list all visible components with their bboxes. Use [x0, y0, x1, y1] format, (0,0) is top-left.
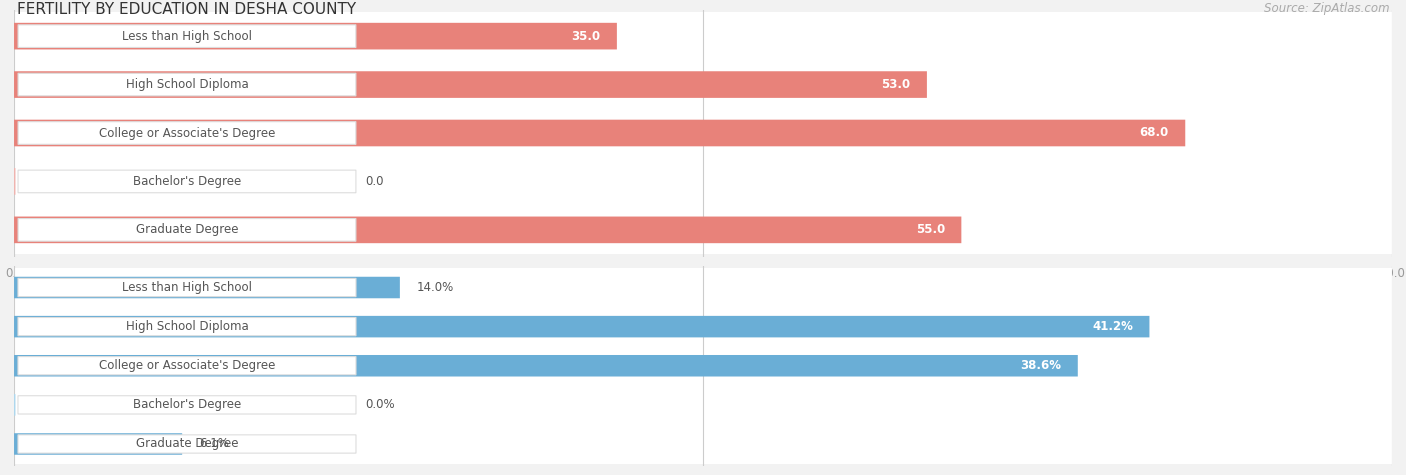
Text: Graduate Degree: Graduate Degree: [136, 223, 238, 237]
Text: 14.0%: 14.0%: [416, 281, 454, 294]
Text: Less than High School: Less than High School: [122, 29, 252, 43]
FancyBboxPatch shape: [14, 355, 1078, 377]
Text: 68.0: 68.0: [1139, 126, 1168, 140]
Text: FERTILITY BY EDUCATION IN DESHA COUNTY: FERTILITY BY EDUCATION IN DESHA COUNTY: [17, 2, 356, 18]
Text: Source: ZipAtlas.com: Source: ZipAtlas.com: [1264, 2, 1389, 15]
Text: Bachelor's Degree: Bachelor's Degree: [132, 175, 240, 188]
FancyBboxPatch shape: [14, 109, 1392, 157]
FancyBboxPatch shape: [14, 12, 1392, 60]
Text: 0.0%: 0.0%: [366, 399, 395, 411]
FancyBboxPatch shape: [18, 170, 356, 193]
FancyBboxPatch shape: [14, 206, 1392, 254]
Text: High School Diploma: High School Diploma: [125, 320, 249, 333]
FancyBboxPatch shape: [14, 268, 1392, 307]
FancyBboxPatch shape: [14, 277, 399, 298]
Text: College or Associate's Degree: College or Associate's Degree: [98, 359, 276, 372]
Text: 6.1%: 6.1%: [198, 437, 229, 450]
FancyBboxPatch shape: [14, 23, 617, 49]
FancyBboxPatch shape: [18, 357, 356, 375]
Text: 53.0: 53.0: [882, 78, 910, 91]
FancyBboxPatch shape: [14, 307, 1392, 346]
FancyBboxPatch shape: [18, 73, 356, 96]
FancyBboxPatch shape: [18, 278, 356, 297]
FancyBboxPatch shape: [14, 346, 1392, 385]
FancyBboxPatch shape: [14, 385, 1392, 425]
FancyBboxPatch shape: [14, 217, 962, 243]
Text: 55.0: 55.0: [915, 223, 945, 237]
FancyBboxPatch shape: [18, 218, 356, 241]
Text: 41.2%: 41.2%: [1092, 320, 1133, 333]
FancyBboxPatch shape: [14, 60, 1392, 109]
FancyBboxPatch shape: [18, 435, 356, 453]
FancyBboxPatch shape: [14, 157, 1392, 206]
FancyBboxPatch shape: [18, 25, 356, 48]
FancyBboxPatch shape: [14, 120, 1185, 146]
Text: 38.6%: 38.6%: [1021, 359, 1062, 372]
FancyBboxPatch shape: [14, 425, 1392, 464]
FancyBboxPatch shape: [18, 122, 356, 144]
FancyBboxPatch shape: [18, 317, 356, 336]
FancyBboxPatch shape: [18, 396, 356, 414]
Text: Less than High School: Less than High School: [122, 281, 252, 294]
Text: High School Diploma: High School Diploma: [125, 78, 249, 91]
FancyBboxPatch shape: [14, 433, 183, 455]
Text: College or Associate's Degree: College or Associate's Degree: [98, 126, 276, 140]
Text: 35.0: 35.0: [571, 29, 600, 43]
FancyBboxPatch shape: [14, 71, 927, 98]
FancyBboxPatch shape: [14, 316, 1150, 337]
Text: Bachelor's Degree: Bachelor's Degree: [132, 399, 240, 411]
Text: Graduate Degree: Graduate Degree: [136, 437, 238, 450]
Text: 0.0: 0.0: [366, 175, 384, 188]
